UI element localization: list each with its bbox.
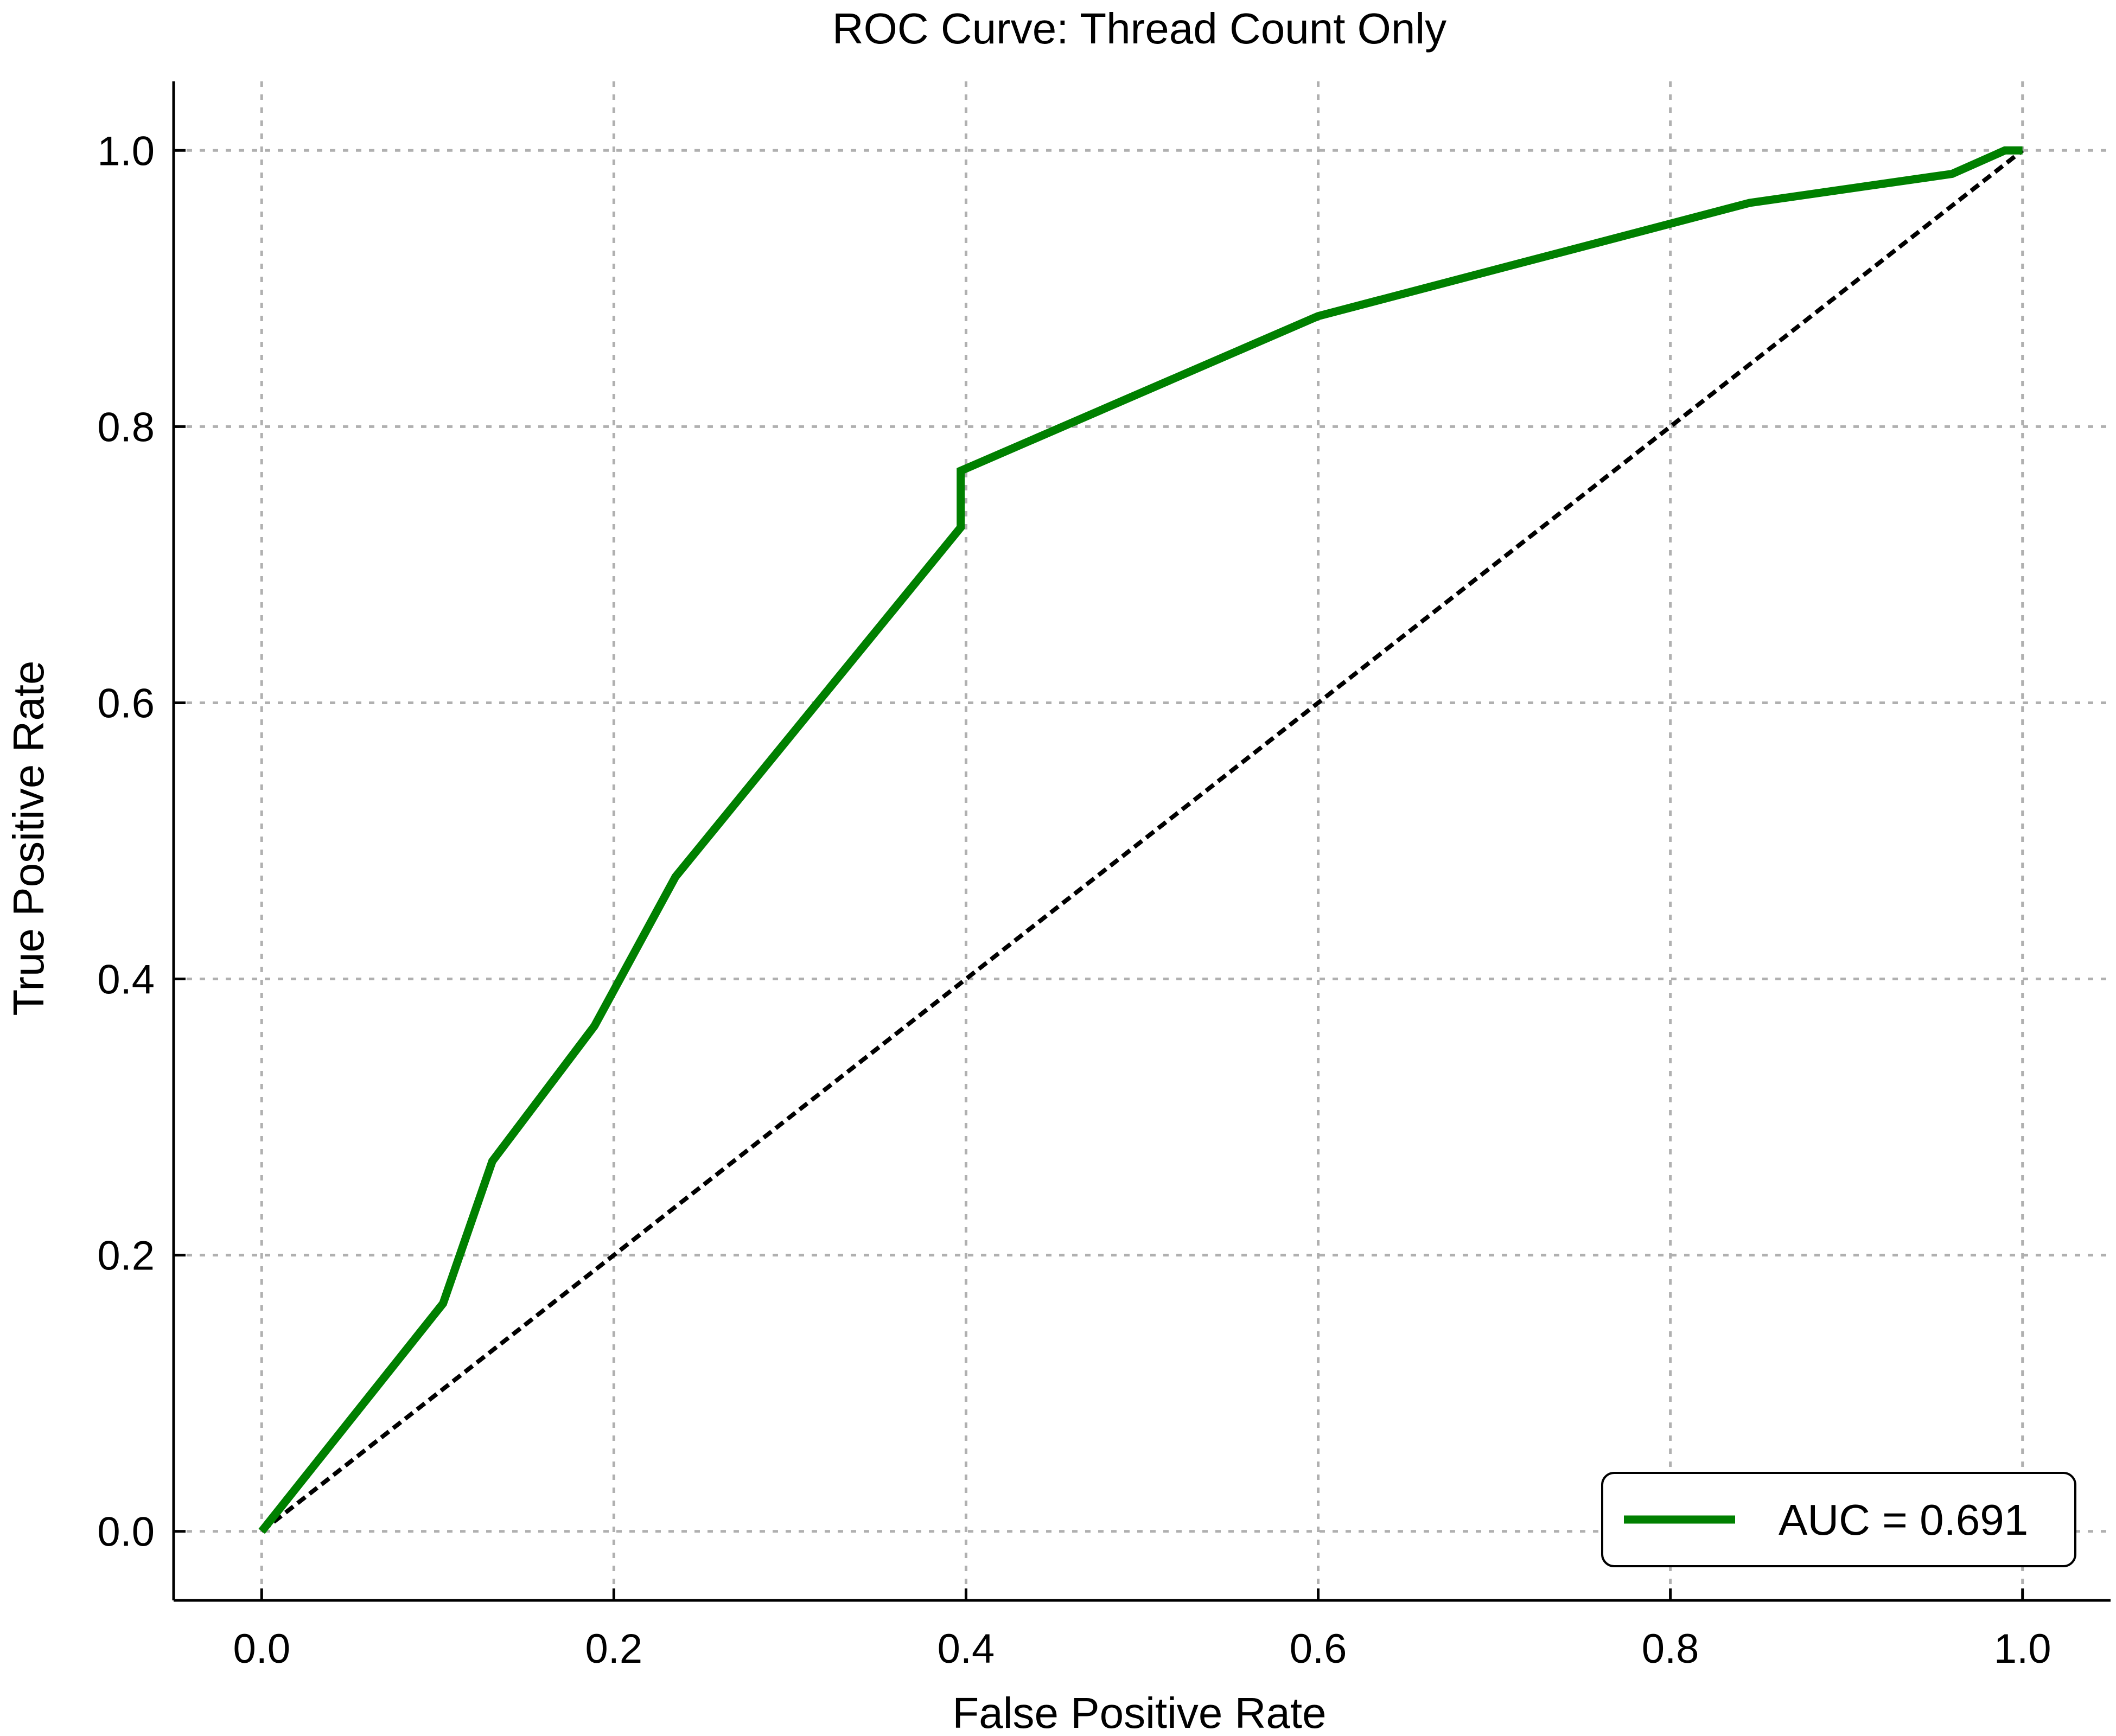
x-tick-label: 1.0 (1994, 1626, 2051, 1672)
chance-diagonal-line (260, 149, 2024, 1533)
y-tick-label: 0.2 (97, 1233, 155, 1279)
grid (174, 81, 2111, 1600)
y-axis-label: True Positive Rate (4, 660, 53, 1016)
x-tick-label: 0.6 (1290, 1626, 1347, 1672)
x-tick-label: 0.8 (1642, 1626, 1699, 1672)
tick-labels: 0.0 0.2 0.4 0.6 0.8 1.0 0.0 0.2 0.4 0.6 0.8 1.0 (97, 128, 2051, 1672)
x-tick-label: 0.2 (585, 1626, 643, 1672)
y-tick-label: 0.6 (97, 680, 155, 726)
legend-label-roc: AUC = 0.691 (1779, 1496, 2028, 1544)
axes (172, 81, 2111, 1602)
y-tick-label: 0.4 (97, 957, 155, 1003)
legend-box (1601, 1472, 2076, 1567)
x-tick-label: 0.0 (233, 1626, 290, 1672)
x-tick-label: 0.4 (938, 1626, 995, 1672)
y-tick-label: 0.8 (97, 404, 155, 450)
plot-series (258, 146, 2024, 1534)
y-tick-label: 0.0 (97, 1509, 155, 1555)
roc-curve-line (258, 146, 2023, 1534)
x-axis-label: False Positive Rate (952, 1689, 1326, 1736)
y-tick-label: 1.0 (97, 128, 155, 174)
chart-title: ROC Curve: Thread Count Only (832, 4, 1446, 53)
legend: AUC = 0.691 (1601, 1472, 2076, 1567)
